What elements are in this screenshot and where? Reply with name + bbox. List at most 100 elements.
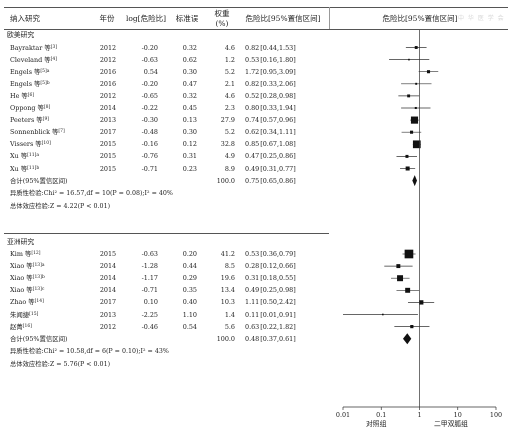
study-ci: [0.16,1.80] xyxy=(260,55,296,64)
study-se: 0.62 xyxy=(182,55,197,64)
study-ci: [0.25,0.98] xyxy=(260,286,296,295)
study-author: Xu 等 xyxy=(10,164,28,173)
header-weight-unit: (%) xyxy=(215,19,229,28)
heterogeneity-test: 异质性检验:Chi² = 16.57,df = 10(P = 0.08);I² … xyxy=(10,189,173,197)
study-se: 0.30 xyxy=(182,67,197,76)
study-se: 0.20 xyxy=(182,250,197,258)
study-ci: [0.22,1.82] xyxy=(260,322,296,331)
study-year: 2012 xyxy=(99,55,117,64)
study-ci: [0.25,0.86] xyxy=(260,152,296,161)
study-hr-ci: 0.53[0.16,1.80] xyxy=(245,56,317,64)
study-hr: 0.63 xyxy=(245,322,260,331)
study-hr-ci: 0.82[0.33,2.06] xyxy=(245,80,317,88)
header-weight: 权重 xyxy=(214,9,230,18)
study-point xyxy=(382,313,384,316)
study-name: Oppong 等[8] xyxy=(10,104,50,112)
study-ci: [0.36,0.79] xyxy=(260,250,296,258)
group-title: 亚洲研究 xyxy=(7,238,35,246)
pooled-diamond xyxy=(412,175,417,187)
study-author: Bayraktar 等 xyxy=(10,43,51,52)
study-hr: 0.31 xyxy=(245,274,260,283)
study-year: 2016 xyxy=(99,79,117,88)
study-name: 赵菁[16] xyxy=(10,323,32,331)
study-year: 2013 xyxy=(99,310,117,319)
study-ci: [0.44,1.53] xyxy=(260,43,296,52)
study-point xyxy=(419,300,424,305)
study-point xyxy=(410,116,419,124)
study-se: 0.30 xyxy=(182,128,197,137)
study-log-hr: -0.46 xyxy=(141,322,158,331)
header-rule xyxy=(4,29,508,30)
study-hr: 0.53 xyxy=(245,55,260,64)
study-log-hr: -0.63 xyxy=(141,55,158,64)
study-year: 2015 xyxy=(99,152,117,161)
total-hr: 0.48 xyxy=(245,334,260,343)
study-name: Zhao 等[14] xyxy=(10,298,44,306)
study-point xyxy=(405,166,410,171)
study-hr: 0.47 xyxy=(245,152,260,161)
header-year: 年份 xyxy=(99,14,115,23)
study-hr-ci: 0.28[0.12,0.66] xyxy=(245,262,317,270)
study-hr-ci: 0.49[0.31,0.77] xyxy=(245,165,317,173)
study-point xyxy=(412,140,421,149)
study-se: 0.12 xyxy=(182,140,197,149)
study-ref: [7] xyxy=(58,129,65,135)
study-ref: [6] xyxy=(27,92,35,98)
study-author: Xu 等 xyxy=(10,152,28,161)
study-year: 2015 xyxy=(99,250,117,258)
study-hr: 0.49 xyxy=(245,164,260,173)
study-se: 0.45 xyxy=(182,104,197,112)
study-point xyxy=(414,46,418,49)
x-tick-label: 0.1 xyxy=(376,411,386,419)
study-hr: 0.82 xyxy=(245,79,260,88)
study-name: 朱闻捷[15] xyxy=(10,311,38,319)
study-ref: [13]c xyxy=(32,287,45,293)
study-log-hr: -0.63 xyxy=(141,250,158,258)
study-hr: 0.52 xyxy=(245,91,260,100)
study-se: 0.23 xyxy=(182,164,197,173)
study-author: Xiao 等 xyxy=(10,262,33,271)
top-rule xyxy=(4,7,508,8)
study-ci: [0.33,1.94] xyxy=(260,104,296,112)
study-ref: [9] xyxy=(42,117,50,123)
study-year: 2014 xyxy=(99,104,117,112)
study-ref: [5]a xyxy=(40,68,50,74)
study-point xyxy=(410,130,414,134)
study-hr-ci: 0.74[0.57,0.96] xyxy=(245,116,317,124)
study-year: 2014 xyxy=(99,274,117,283)
study-log-hr: -0.76 xyxy=(141,152,158,161)
study-point xyxy=(405,287,411,293)
study-weight: 4.6 xyxy=(224,91,235,100)
study-ci: [0.50,2.42] xyxy=(260,298,296,307)
study-ci: [0.12,0.66] xyxy=(260,262,296,271)
study-name: Peeters 等[9] xyxy=(10,116,49,124)
study-year: 2014 xyxy=(99,286,117,295)
study-point xyxy=(404,249,414,259)
study-name: Bayraktar 等[3] xyxy=(10,44,57,52)
study-hr-ci: 0.63[0.22,1.82] xyxy=(245,323,317,331)
study-author: Oppong 等 xyxy=(10,104,44,112)
study-weight: 1.4 xyxy=(224,310,235,319)
total-ci: [0.65,0.86] xyxy=(260,176,296,185)
study-year: 2015 xyxy=(99,164,117,173)
study-ref: [5]b xyxy=(40,80,50,86)
study-ci: [0.28,0.98] xyxy=(260,91,296,100)
total-hr-ci: 0.75[0.65,0.86] xyxy=(245,177,317,185)
study-point xyxy=(426,70,431,74)
study-ref: [11]b xyxy=(27,165,40,171)
study-ref: [16] xyxy=(22,323,33,329)
study-log-hr: -2.25 xyxy=(141,310,158,319)
study-author: Peeters 等 xyxy=(10,116,43,125)
study-log-hr: -0.65 xyxy=(141,91,158,100)
study-weight: 32.8 xyxy=(220,140,235,149)
watermark: 中 华 医 学 会 xyxy=(458,15,505,22)
study-name: Vissers 等[10] xyxy=(10,140,51,148)
study-year: 2014 xyxy=(99,262,117,271)
study-hr-ci: 0.80[0.33,1.94] xyxy=(245,104,317,112)
study-hr: 1.72 xyxy=(245,67,260,76)
study-author: Xiao 等 xyxy=(10,274,33,283)
study-hr-ci: 0.11[0.01,0.91] xyxy=(245,311,317,319)
study-ci: [0.18,0.55] xyxy=(260,274,296,283)
study-author: Zhao 等 xyxy=(10,298,35,307)
study-hr: 0.11 xyxy=(245,310,260,319)
